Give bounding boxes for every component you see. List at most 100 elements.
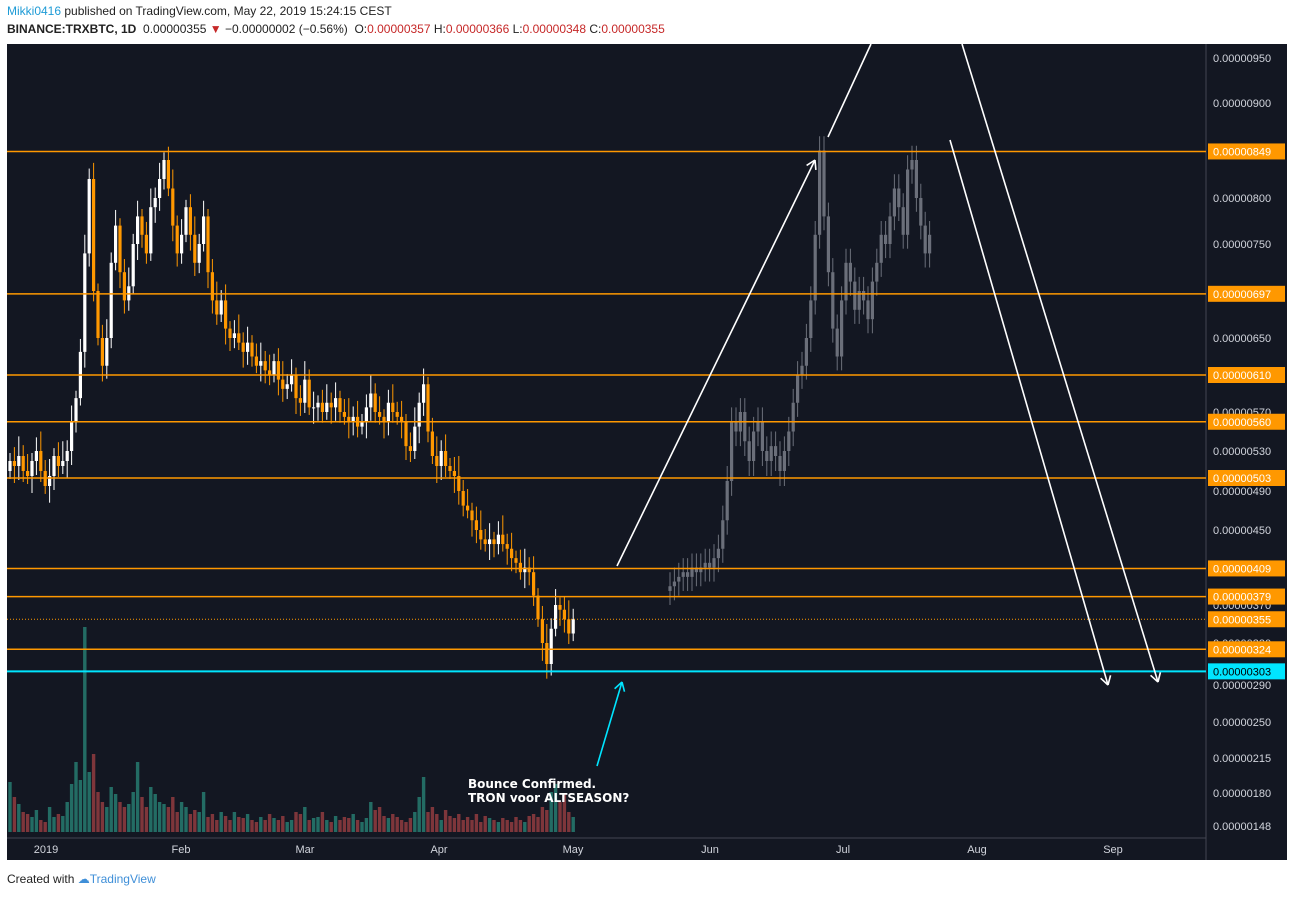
candle-body: [351, 416, 355, 422]
time-tick-label: Sep: [1103, 844, 1123, 856]
volume-bar: [479, 822, 483, 832]
ghost-body: [888, 216, 892, 244]
ghost-body: [848, 262, 852, 282]
candle-body: [70, 421, 74, 451]
time-tick-label: 2019: [34, 844, 58, 856]
volume-bar: [338, 820, 342, 832]
candle-body: [518, 562, 522, 573]
candle-body: [12, 461, 16, 466]
bounce-arrow-head: [621, 681, 626, 692]
price-tag: [1208, 143, 1285, 160]
time-tick-label: Feb: [172, 844, 191, 856]
candle-body: [180, 234, 184, 254]
volume-bar: [39, 820, 43, 832]
price-tag: [1208, 285, 1285, 302]
ghost-body: [910, 160, 914, 170]
candle-body: [470, 510, 474, 521]
ghost-body: [796, 375, 800, 403]
candle-body: [175, 225, 179, 254]
low-label: L:: [512, 22, 523, 36]
candle-body: [65, 451, 69, 461]
candle-body: [83, 253, 87, 352]
volume-bar: [276, 820, 281, 832]
candle-body: [558, 605, 562, 610]
high-label: H:: [433, 22, 446, 36]
volume-bar: [558, 802, 562, 832]
volume-bar: [259, 817, 263, 832]
symbol-label[interactable]: BINANCE:TRXBTC, 1D: [7, 22, 137, 36]
down-arrow-head: [1107, 675, 1112, 686]
ghost-body: [765, 451, 769, 461]
plot-area[interactable]: [7, 44, 1206, 860]
candle-body: [303, 379, 307, 403]
volume-bars: [8, 627, 575, 832]
volume-bar: [355, 820, 360, 832]
candle-body: [52, 456, 56, 476]
volume-bar: [131, 792, 135, 832]
price-tick-label: 0.00000490: [1213, 486, 1271, 498]
volume-bar: [105, 807, 109, 832]
candle-body: [316, 402, 320, 408]
candle-body: [382, 416, 386, 422]
candle-body: [514, 558, 518, 563]
candle-body: [532, 572, 536, 596]
ghost-body: [818, 150, 822, 235]
price-tag: [1208, 641, 1285, 658]
price-tick-label: 0.00000290: [1213, 680, 1271, 692]
candle-body: [259, 361, 263, 366]
volume-bar: [514, 817, 518, 832]
candle-body: [457, 476, 461, 491]
volume-bar: [360, 822, 364, 832]
volume-bar: [215, 820, 219, 832]
volume-bar: [567, 812, 571, 832]
candle-body: [426, 384, 430, 432]
close-value: 0.00000355: [601, 22, 665, 36]
candle-body: [246, 342, 250, 352]
candle-body: [87, 179, 91, 254]
volume-bar: [56, 814, 61, 832]
volume-bar: [470, 820, 474, 832]
candle-body: [527, 567, 531, 573]
candle-body: [100, 338, 104, 366]
candle-body: [224, 300, 228, 329]
author-link[interactable]: Mikki0416: [7, 4, 62, 18]
candle-body: [540, 619, 544, 643]
price-tag-label: 0.00000610: [1213, 370, 1271, 382]
volume-bar: [12, 797, 17, 832]
price-tag-label: 0.00000324: [1213, 644, 1271, 656]
down-arrow: [949, 139, 1109, 686]
candle-body: [307, 379, 311, 408]
candle-body: [228, 328, 232, 338]
volume-bar: [206, 817, 210, 832]
volume-bar: [333, 816, 338, 832]
ghost-body: [870, 281, 874, 320]
horizontal-levels: [7, 150, 1206, 673]
candle-body: [166, 160, 170, 189]
candle-body: [386, 402, 390, 422]
candle-body: [444, 451, 448, 466]
volume-bar: [351, 814, 355, 832]
volume-bar: [188, 814, 193, 832]
volume-bar: [426, 812, 430, 832]
ghost-body: [694, 567, 698, 573]
last-price: 0.00000355: [143, 22, 207, 36]
volume-bar: [74, 762, 78, 832]
volume-bar: [439, 820, 443, 832]
tradingview-link[interactable]: TradingView: [89, 872, 156, 886]
tradingview-logo-icon: ☁: [77, 872, 90, 886]
volume-bar: [496, 822, 501, 832]
ghost-body: [897, 188, 901, 208]
ghost-body: [879, 234, 883, 263]
price-axis[interactable]: [1206, 44, 1287, 860]
ghost-body: [716, 548, 720, 559]
volume-bar: [135, 762, 140, 832]
price-tags: 0.00000849 0.00000697 0.00000610 0.00000560…: [1208, 143, 1285, 680]
volume-bar: [492, 820, 496, 832]
candle-body: [136, 216, 140, 244]
candle-body: [206, 216, 210, 273]
candle-body: [536, 595, 540, 620]
candle-body: [483, 539, 487, 545]
volume-bar: [69, 784, 74, 832]
price-tick-label: 0.00000800: [1213, 193, 1271, 205]
